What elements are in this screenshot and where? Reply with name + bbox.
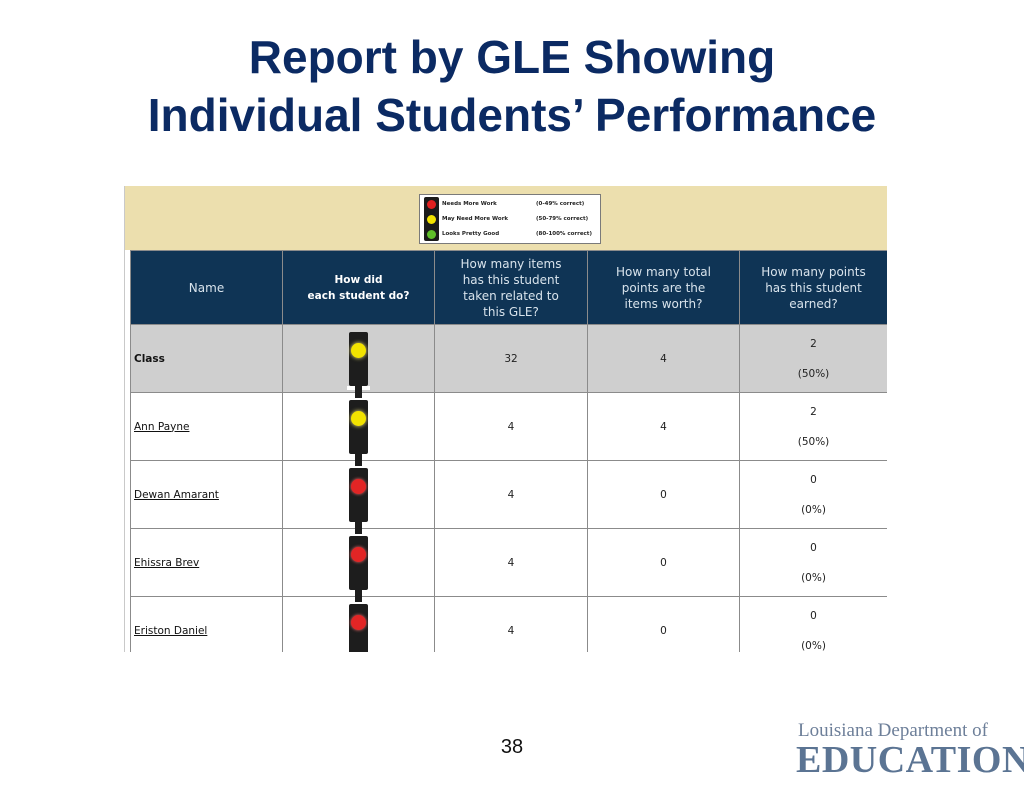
legend-item-may-need-more-work: May Need More Work (50-79% correct) xyxy=(420,212,600,227)
row-earned: 0 (0%) xyxy=(739,528,887,597)
red-traffic-light-icon xyxy=(349,535,368,602)
row-total: 0 xyxy=(587,596,740,652)
row-name: Class xyxy=(130,324,283,393)
row-light xyxy=(282,528,435,602)
legend-range: (80-100% correct) xyxy=(536,231,592,237)
row-items: 32 xyxy=(434,324,588,393)
student-link[interactable]: Eriston Daniel xyxy=(134,624,208,637)
logo-line-2: EDUCATION xyxy=(796,739,1024,781)
logo-line-1: Louisiana Department of xyxy=(798,720,988,741)
class-label: Class xyxy=(134,352,165,365)
legend-band: Needs More Work (0-49% correct) May Need… xyxy=(125,186,887,250)
header-total-points-text: How many total points are the items wort… xyxy=(616,264,711,311)
legend-item-needs-more-work: Needs More Work (0-49% correct) xyxy=(420,197,600,212)
yellow-traffic-light-icon xyxy=(347,331,370,398)
row-total: 4 xyxy=(587,324,740,393)
title-line-1: Report by GLE Showing xyxy=(248,31,776,83)
row-total: 0 xyxy=(587,528,740,597)
row-total: 4 xyxy=(587,392,740,461)
header-how-did-line-2: each student do? xyxy=(307,289,410,302)
header-points-earned-text: How many points has this student earned? xyxy=(761,264,866,311)
table-row: Dewan Amarant 4 0 0 (0%) xyxy=(130,460,887,534)
row-total: 0 xyxy=(587,460,740,529)
legend-range: (50-79% correct) xyxy=(536,216,589,222)
row-name: Ann Payne xyxy=(130,392,283,461)
table-row-class: Class 32 4 2 (50%) xyxy=(130,324,887,398)
row-earned: 0 (0%) xyxy=(739,460,887,529)
earned-points: 0 xyxy=(810,541,817,554)
table-row: Ehissra Brev 4 0 0 (0%) xyxy=(130,528,887,602)
header-total-points: How many total points are the items wort… xyxy=(587,250,740,325)
student-link[interactable]: Ann Payne xyxy=(134,420,190,433)
earned-percent: (50%) xyxy=(797,367,830,380)
earned-percent: (0%) xyxy=(801,503,826,516)
student-link[interactable]: Dewan Amarant xyxy=(134,488,219,501)
earned-points: 0 xyxy=(810,609,817,622)
report-screenshot: Needs More Work (0-49% correct) May Need… xyxy=(124,186,887,652)
earned-percent: (0%) xyxy=(801,639,826,652)
header-points-earned: How many points has this student earned? xyxy=(739,250,887,325)
table-header-row: Name How did each student do? How many i… xyxy=(130,250,887,325)
red-traffic-light-icon xyxy=(349,467,368,534)
table-row: Ann Payne 4 4 2 (50%) xyxy=(130,392,887,466)
row-items: 4 xyxy=(434,528,588,597)
earned-points: 2 xyxy=(810,405,817,418)
earned-points: 2 xyxy=(810,337,817,350)
earned-points: 0 xyxy=(810,473,817,486)
red-light-icon xyxy=(427,200,436,209)
row-name: Dewan Amarant xyxy=(130,460,283,529)
louisiana-education-logo: Louisiana Department of EDUCATION xyxy=(796,720,1024,781)
green-light-icon xyxy=(427,230,436,239)
row-items: 4 xyxy=(434,392,588,461)
header-how-did: How did each student do? xyxy=(282,250,435,325)
row-light xyxy=(282,324,435,398)
row-items: 4 xyxy=(434,460,588,529)
legend-range: (0-49% correct) xyxy=(536,201,585,207)
yellow-traffic-light-icon xyxy=(349,399,368,466)
row-name: Ehissra Brev xyxy=(130,528,283,597)
header-how-did-line-1: How did xyxy=(334,273,383,286)
legend-label: May Need More Work xyxy=(442,216,509,222)
page-number: 38 xyxy=(500,736,524,758)
header-name: Name xyxy=(130,250,283,325)
row-light xyxy=(282,392,435,466)
row-earned: 2 (50%) xyxy=(739,324,887,393)
row-items: 4 xyxy=(434,596,588,652)
row-earned: 0 (0%) xyxy=(739,596,887,652)
student-link[interactable]: Ehissra Brev xyxy=(134,556,200,569)
earned-percent: (50%) xyxy=(797,435,830,448)
legend: Needs More Work (0-49% correct) May Need… xyxy=(419,194,601,244)
yellow-light-icon xyxy=(427,215,436,224)
earned-percent: (0%) xyxy=(801,571,826,584)
table-row: Eriston Daniel 4 0 0 (0%) xyxy=(130,596,887,652)
row-light xyxy=(282,460,435,534)
legend-label: Looks Pretty Good xyxy=(442,231,500,237)
header-items-taken: How many items has this student taken re… xyxy=(434,250,588,325)
performance-table: Name How did each student do? How many i… xyxy=(130,250,887,652)
legend-label: Needs More Work xyxy=(442,201,497,207)
legend-item-looks-pretty-good: Looks Pretty Good (80-100% correct) xyxy=(420,227,600,242)
row-light xyxy=(282,596,435,652)
row-name: Eriston Daniel xyxy=(130,596,283,652)
title-line-2: Individual Students’ Performance xyxy=(147,89,877,141)
red-traffic-light-icon xyxy=(349,603,368,652)
header-items-taken-text: How many items has this student taken re… xyxy=(460,256,562,319)
row-earned: 2 (50%) xyxy=(739,392,887,461)
slide-title: Report by GLE Showing Individual Student… xyxy=(0,28,1024,144)
